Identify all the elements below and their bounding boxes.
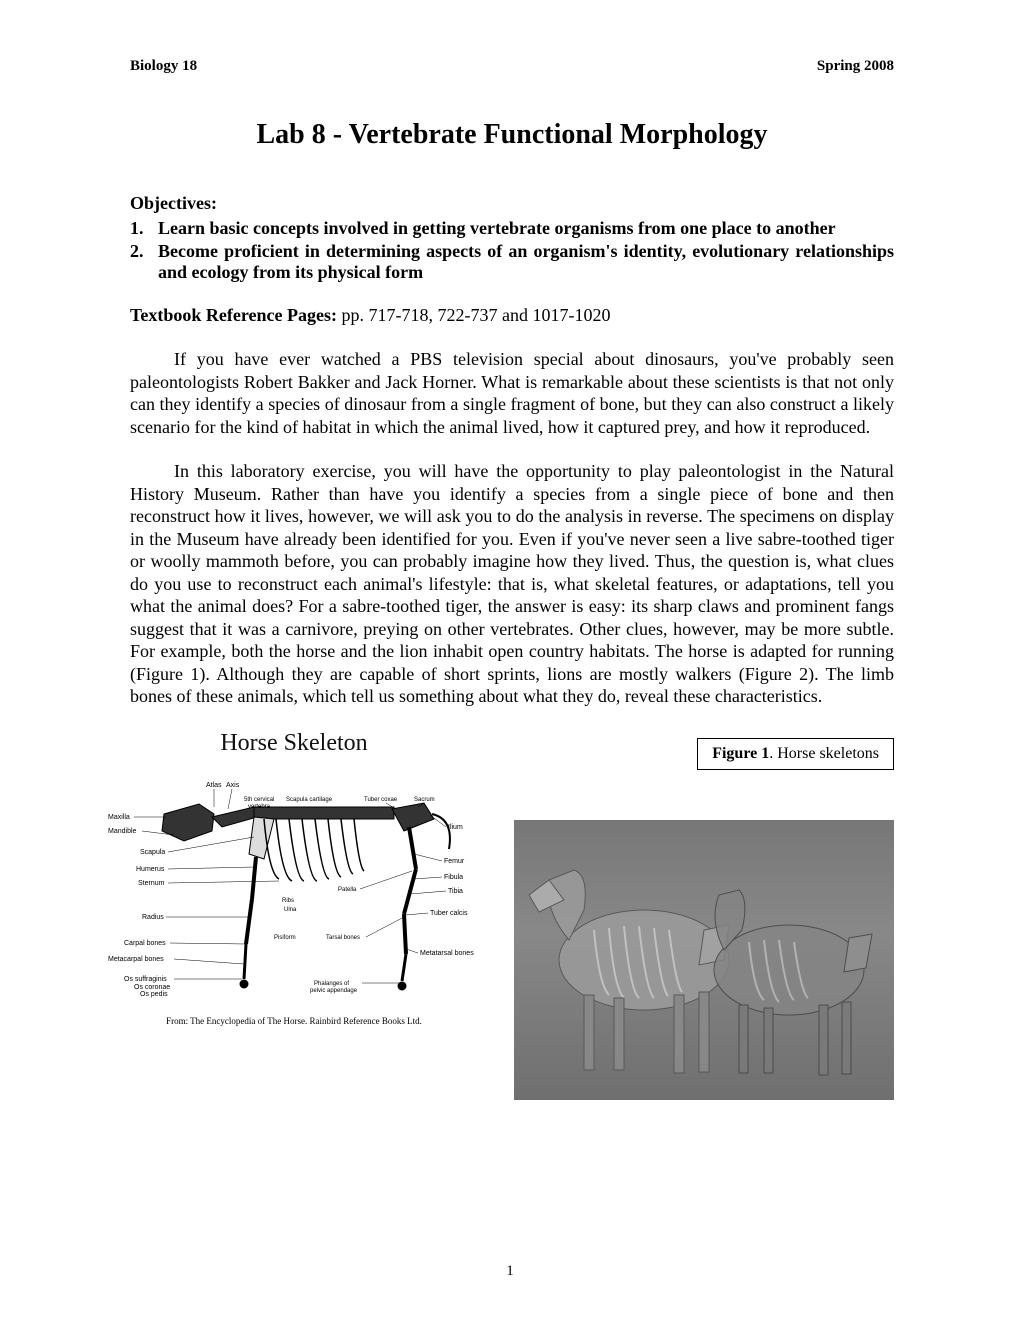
objectives-heading: Objectives: [130,193,894,214]
svg-text:Humerus: Humerus [136,866,165,873]
objective-number: 2. [130,241,158,283]
textbook-label: Textbook Reference Pages: [130,305,337,325]
svg-text:Sacrum: Sacrum [414,797,435,803]
objectives-list: 1. Learn basic concepts involved in gett… [130,218,894,283]
svg-text:Ilium: Ilium [448,824,463,831]
svg-text:Tuber coxae: Tuber coxae [364,797,398,803]
objective-text: Learn basic concepts involved in getting… [158,218,894,239]
svg-text:Atlas: Atlas [206,782,222,789]
svg-text:vertebra: vertebra [248,804,271,810]
objective-text: Become proficient in determining aspects… [158,241,894,283]
svg-text:Tarsal bones: Tarsal bones [326,935,360,941]
svg-text:Ulna: Ulna [284,907,297,913]
textbook-value: pp. 717-718, 722-737 and 1017-1020 [337,305,610,325]
figure-1-label: Figure 1. Horse skeletons [697,738,894,770]
figure-left-caption: From: The Encyclopedia of The Horse. Rai… [104,1016,484,1026]
svg-text:Maxilla: Maxilla [108,814,130,821]
paragraph: In this laboratory exercise, you will ha… [130,460,894,708]
objective-item: 2. Become proficient in determining aspe… [130,241,894,283]
svg-text:Ribs: Ribs [282,898,294,904]
page-title: Lab 8 - Vertebrate Functional Morphology [130,119,894,151]
svg-text:Sternum: Sternum [138,880,165,887]
figure-right: Figure 1. Horse skeletons [504,730,894,1100]
page-number: 1 [0,1263,1020,1280]
svg-text:5th cervical: 5th cervical [244,797,274,803]
svg-text:Tuber calcis: Tuber calcis [430,910,468,917]
svg-text:Pisiform: Pisiform [274,935,296,941]
svg-text:Mandible: Mandible [108,828,137,835]
figure-left-title: Horse Skeleton [104,730,484,757]
objective-item: 1. Learn basic concepts involved in gett… [130,218,894,239]
header-term: Spring 2008 [817,58,894,75]
header-course: Biology 18 [130,58,197,75]
page-header: Biology 18 Spring 2008 [130,58,894,75]
svg-text:Axis: Axis [226,782,240,789]
svg-text:Carpal bones: Carpal bones [124,940,166,947]
horse-skeleton-diagram: Maxilla Mandible Scapula Humerus Sternum… [104,759,484,1014]
figure-1-label-bold: Figure 1 [712,745,769,762]
svg-text:Tibia: Tibia [448,888,463,895]
paragraph: If you have ever watched a PBS televisio… [130,348,894,438]
svg-text:Os coronae: Os coronae [134,984,170,991]
horse-skeleton-render [514,820,894,1100]
figure-1-label-text: . Horse skeletons [769,745,879,762]
objective-number: 1. [130,218,158,239]
svg-text:Os pedis: Os pedis [140,991,168,998]
horse-render-svg [514,820,894,1100]
svg-text:Metatarsal bones: Metatarsal bones [420,950,474,957]
svg-text:Metacarpal bones: Metacarpal bones [108,956,164,963]
svg-text:Os suffraginis: Os suffraginis [124,976,167,983]
figures-row: Horse Skeleton [130,730,894,1100]
svg-text:Patella: Patella [338,887,357,893]
svg-text:Phalanges of: Phalanges of [314,981,349,987]
svg-text:Fibula: Fibula [444,874,463,881]
svg-text:Scapula: Scapula [140,849,165,856]
svg-text:Scapula cartilage: Scapula cartilage [286,797,333,803]
figure-left: Horse Skeleton [104,730,484,1100]
horse-skeleton-svg: Maxilla Mandible Scapula Humerus Sternum… [104,759,484,1009]
svg-text:pelvic appendage: pelvic appendage [310,988,358,994]
textbook-reference: Textbook Reference Pages: pp. 717-718, 7… [130,305,894,326]
svg-text:Femur: Femur [444,858,465,865]
svg-text:Radius: Radius [142,914,164,921]
